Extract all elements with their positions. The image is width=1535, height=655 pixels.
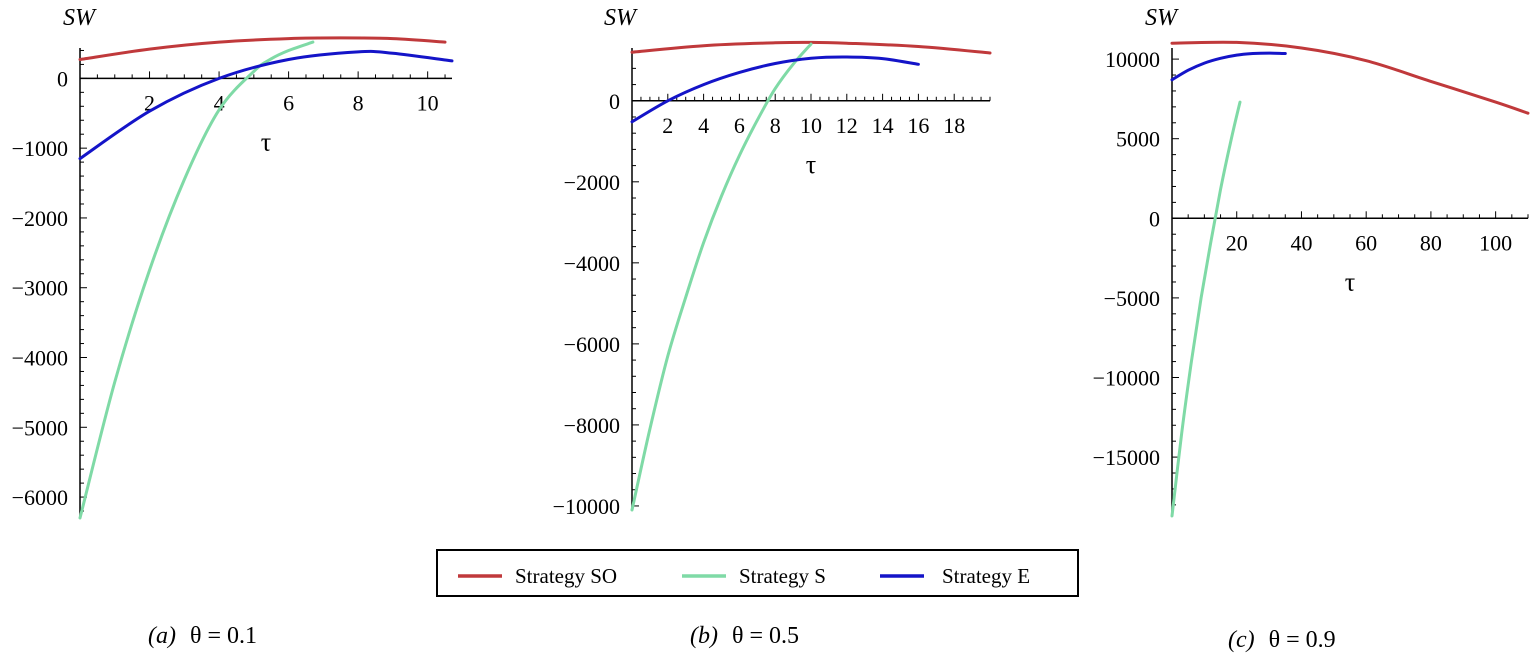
series-line-so-c	[1170, 40, 1530, 115]
x-tick-label: 8	[353, 90, 364, 115]
x-tick-label: 2	[144, 90, 155, 115]
y-axis-title-a: SW	[63, 5, 97, 31]
x-axis-title-b: τ	[806, 150, 816, 179]
y-tick-label: −6000	[12, 485, 68, 510]
legend-label-so: Strategy SO	[515, 564, 617, 588]
x-axis-title-c: τ	[1345, 267, 1355, 296]
x-tick-label: 10	[417, 90, 439, 115]
x-axis-title-a: τ	[261, 127, 271, 156]
y-tick-label: −4000	[12, 346, 68, 371]
y-tick-label: −1000	[12, 136, 68, 161]
y-tick-label: −2000	[12, 206, 68, 231]
series-line-so-a	[78, 36, 447, 61]
series-line-e-b	[630, 55, 920, 124]
y-tick-label: −15000	[1093, 445, 1160, 470]
series-line-e-a	[78, 49, 454, 161]
legend-entry-s: Strategy S	[682, 564, 826, 588]
y-tick-label: 0	[57, 66, 68, 91]
panel-caption-c: (c) θ = 0.9	[1228, 627, 1336, 653]
y-tick-label: −4000	[564, 251, 620, 276]
series-line-s-a	[78, 40, 315, 520]
y-tick-label: −5000	[1104, 286, 1160, 311]
panel-caption-a: (a) θ = 0.1	[148, 623, 257, 649]
y-tick-label: −3000	[12, 276, 68, 301]
y-tick-label: 0	[1149, 206, 1160, 231]
legend-label-s: Strategy S	[739, 564, 826, 588]
series-line-e-c	[1170, 51, 1287, 82]
x-tick-label: 8	[770, 113, 781, 138]
x-tick-label: 18	[943, 113, 965, 138]
x-tick-label: 40	[1290, 230, 1312, 255]
series-line-s-b	[630, 42, 813, 512]
chart-panel-b: 0 −2000 −4000 −6000 −8000 −10000 2 4 6 8 10 12 14 16 1…	[553, 5, 992, 649]
x-tick-label: 100	[1479, 230, 1512, 255]
x-tick-label: 2	[662, 113, 673, 138]
y-tick-label: −10000	[553, 494, 620, 519]
y-tick-label: −5000	[12, 415, 68, 440]
x-tick-label: 20	[1226, 230, 1248, 255]
chart-panel-a: 0 −1000 −2000 −3000 −4000 −5000 −6000 2 4 6 8 10 SW τ…	[12, 5, 454, 649]
y-tick-label: 10000	[1105, 47, 1160, 72]
legend-entry-so: Strategy SO	[458, 564, 617, 588]
y-tick-label: −6000	[564, 332, 620, 357]
x-tick-label: 60	[1355, 230, 1377, 255]
x-tick-label: 10	[800, 113, 822, 138]
y-tick-label: −8000	[564, 413, 620, 438]
y-tick-label: −10000	[1093, 365, 1160, 390]
y-tick-label: −2000	[564, 170, 620, 195]
panel-caption-b: (b) θ = 0.5	[690, 623, 799, 649]
y-tick-label: 5000	[1116, 127, 1160, 152]
legend-entry-e: Strategy E	[880, 564, 1030, 588]
series-line-so-b	[630, 40, 992, 55]
y-axis-title-b: SW	[604, 5, 638, 31]
x-tick-label: 4	[214, 90, 225, 115]
y-axis-title-c: SW	[1145, 5, 1179, 31]
chart-panel-c: 10000 5000 0 −5000 −10000 −15000 20 40 60 80 100 SW…	[1093, 5, 1530, 653]
x-tick-label: 16	[907, 113, 929, 138]
x-tick-label: 6	[734, 113, 745, 138]
legend-box	[436, 549, 1079, 597]
series-line-s-c	[1170, 100, 1242, 518]
x-tick-label: 4	[698, 113, 709, 138]
y-tick-label: 0	[609, 89, 620, 114]
x-tick-label: 12	[836, 113, 858, 138]
x-tick-label: 14	[872, 113, 894, 138]
legend-label-e: Strategy E	[942, 564, 1030, 588]
x-tick-label: 6	[283, 90, 294, 115]
x-tick-label: 80	[1420, 230, 1442, 255]
legend: Strategy SO Strategy S Strategy E	[436, 549, 1079, 597]
